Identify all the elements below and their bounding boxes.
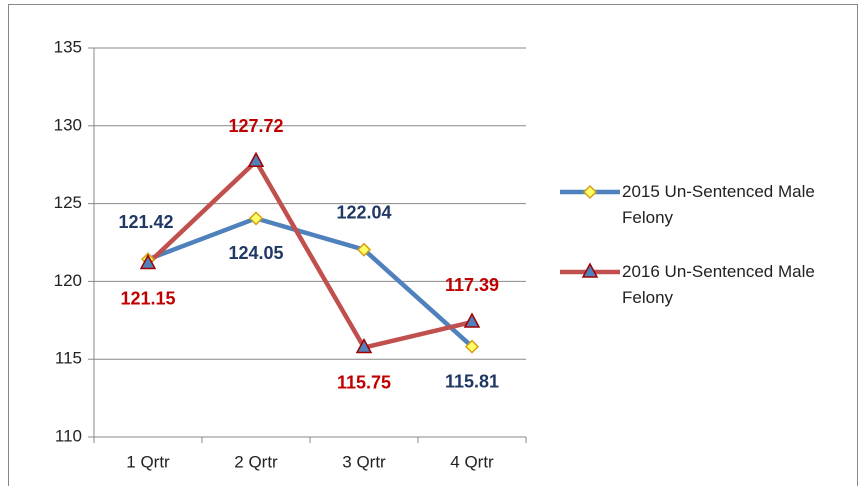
marker — [355, 337, 373, 354]
chart-frame — [8, 4, 858, 486]
y-tick-label: 120 — [54, 271, 82, 290]
marker — [356, 242, 372, 257]
marker — [247, 151, 265, 168]
data-label: 115.81 — [445, 371, 499, 391]
marker — [248, 211, 264, 226]
marker — [582, 184, 598, 200]
marker — [463, 312, 481, 328]
y-tick-label: 110 — [55, 426, 82, 445]
marker — [464, 339, 480, 354]
y-tick-label: 130 — [54, 115, 82, 134]
y-tick-label: 135 — [54, 37, 82, 56]
data-label: 127.72 — [228, 116, 283, 136]
series-line — [146, 159, 473, 350]
data-label: 121.42 — [118, 212, 173, 232]
x-tick-label: 4 Qrtr — [450, 452, 494, 471]
data-label: 117.39 — [445, 275, 499, 295]
data-label: 115.75 — [337, 372, 391, 392]
data-label: 124.05 — [228, 243, 283, 263]
y-tick-label: 125 — [54, 193, 82, 212]
legend-label: 2016 Un-Sentenced Male Felony — [622, 262, 815, 307]
series-line — [147, 216, 474, 349]
legend-label: 2015 Un-Sentenced Male Felony — [622, 182, 815, 227]
x-tick-label: 1 Qrtr — [126, 452, 170, 471]
data-label: 121.15 — [120, 288, 175, 308]
x-tick-label: 2 Qrtr — [234, 452, 278, 471]
marker — [581, 262, 599, 278]
marker — [139, 253, 157, 270]
data-label: 122.04 — [336, 202, 391, 222]
y-tick-label: 115 — [55, 349, 82, 368]
x-tick-label: 3 Qrtr — [342, 452, 386, 471]
